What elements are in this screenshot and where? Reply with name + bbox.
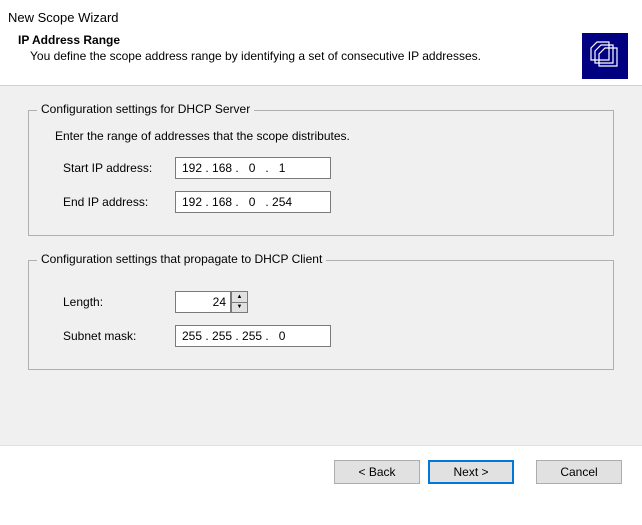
next-button[interactable]: Next > <box>428 460 514 484</box>
subnet-mask-label: Subnet mask: <box>63 329 175 343</box>
end-ip-input[interactable]: 192 . 168 . 0 . 254 <box>175 191 331 213</box>
button-bar: < Back Next > Cancel <box>0 445 642 498</box>
length-spin-up[interactable]: ▲ <box>231 291 248 302</box>
length-label: Length: <box>63 295 175 309</box>
length-input[interactable] <box>175 291 231 313</box>
group-server-legend: Configuration settings for DHCP Server <box>37 102 254 116</box>
group-dhcp-server: Configuration settings for DHCP Server E… <box>28 110 614 236</box>
start-ip-label: Start IP address: <box>63 161 175 175</box>
cancel-button[interactable]: Cancel <box>536 460 622 484</box>
group-client-legend: Configuration settings that propagate to… <box>37 252 326 266</box>
wizard-icon <box>582 33 628 79</box>
window-title: New Scope Wizard <box>8 10 634 25</box>
content-area: Configuration settings for DHCP Server E… <box>0 85 642 445</box>
start-ip-input[interactable]: 192 . 168 . 0 . 1 <box>175 157 331 179</box>
page-heading: IP Address Range <box>18 33 582 47</box>
page-description: You define the scope address range by id… <box>30 49 582 63</box>
back-button[interactable]: < Back <box>334 460 420 484</box>
group-server-desc: Enter the range of addresses that the sc… <box>55 129 597 143</box>
length-spin-down[interactable]: ▼ <box>231 302 248 314</box>
end-ip-label: End IP address: <box>63 195 175 209</box>
group-dhcp-client: Configuration settings that propagate to… <box>28 260 614 370</box>
subnet-mask-input[interactable]: 255 . 255 . 255 . 0 <box>175 325 331 347</box>
